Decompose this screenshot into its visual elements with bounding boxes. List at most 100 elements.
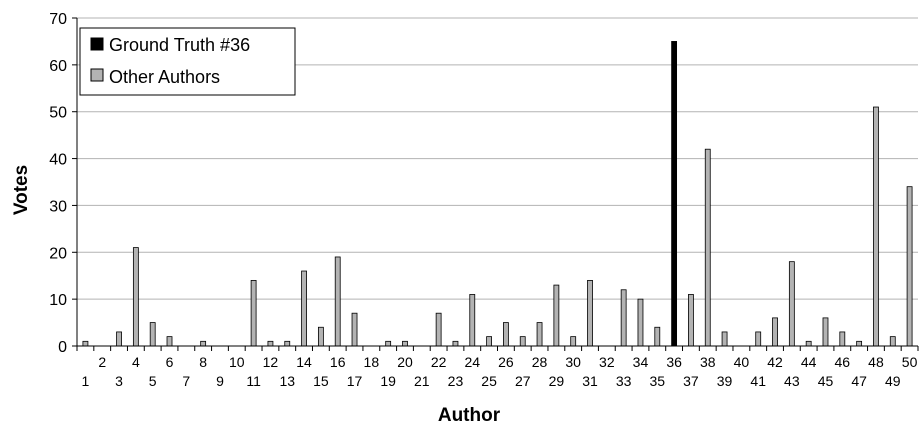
bar-other-authors-44	[805, 340, 812, 347]
x-tick-label-15: 15	[313, 373, 329, 389]
bar-other-authors-45	[822, 317, 829, 347]
bar-other-authors-34	[637, 298, 644, 347]
x-tick-label-6: 6	[166, 354, 174, 370]
bar-other-authors-20	[402, 340, 408, 347]
x-tick-label-3: 3	[115, 373, 123, 389]
bar-other-authors-39	[721, 331, 728, 347]
x-tick-label-25: 25	[481, 373, 497, 389]
bar-other-authors-5	[149, 322, 156, 347]
x-tick-label-2: 2	[98, 354, 106, 370]
x-tick-label-37: 37	[683, 373, 699, 389]
bar-other-authors-19	[385, 340, 392, 347]
bars	[82, 41, 913, 347]
legend-label-other-authors: Other Authors	[109, 67, 220, 87]
bar-other-authors-8	[200, 340, 207, 347]
bar-other-authors-28	[536, 322, 543, 347]
bar-other-authors-3	[116, 331, 122, 347]
bar-ground-truth-36	[671, 41, 678, 347]
x-tick-label-26: 26	[498, 354, 514, 370]
bar-other-authors-46	[839, 331, 846, 347]
x-tick-labels: 1234567891011121314151617181920212223242…	[82, 354, 918, 389]
x-tick-label-29: 29	[549, 373, 565, 389]
bar-other-authors-17	[351, 312, 358, 347]
x-tick-label-11: 11	[246, 373, 261, 389]
x-tick-label-24: 24	[464, 354, 480, 370]
legend-box	[79, 27, 296, 96]
x-tick-label-28: 28	[532, 354, 548, 370]
x-tick-label-10: 10	[229, 354, 245, 370]
x-tick-label-50: 50	[902, 354, 918, 370]
x-tick-label-22: 22	[431, 354, 447, 370]
bar-other-authors-42	[772, 317, 778, 347]
x-tick-label-30: 30	[565, 354, 581, 370]
x-tick-label-12: 12	[263, 354, 279, 370]
bar-other-authors-33	[620, 289, 627, 347]
bar-other-authors-6	[166, 336, 173, 347]
bar-other-authors-12	[267, 340, 274, 347]
x-axis-title: Author	[438, 405, 501, 426]
x-tick-label-8: 8	[199, 354, 207, 370]
bar-other-authors-50	[906, 186, 913, 347]
bar-other-authors-23	[452, 340, 459, 347]
x-tick-label-44: 44	[801, 354, 817, 370]
x-tick-label-17: 17	[347, 373, 363, 389]
bar-other-authors-37	[688, 294, 694, 347]
legend-swatch-other-authors	[90, 68, 104, 82]
bar-other-authors-15	[317, 326, 324, 347]
bar-other-authors-31	[587, 279, 593, 347]
bar-other-authors-25	[486, 336, 492, 347]
y-tick-label-20: 20	[49, 245, 67, 262]
bar-other-authors-11	[250, 279, 257, 347]
x-tick-label-35: 35	[650, 373, 666, 389]
bar-other-authors-43	[788, 261, 795, 347]
x-tick-label-40: 40	[734, 354, 750, 370]
legend-swatch-ground-truth	[90, 37, 104, 51]
x-tick-label-49: 49	[885, 373, 901, 389]
x-tick-label-34: 34	[633, 354, 649, 370]
x-tick-label-32: 32	[599, 354, 615, 370]
x-tick-label-47: 47	[851, 373, 867, 389]
bar-other-authors-48	[873, 106, 879, 347]
y-tick-label-40: 40	[49, 152, 67, 169]
bar-other-authors-24	[469, 294, 476, 347]
axes	[72, 17, 919, 351]
y-tick-label-50: 50	[49, 105, 67, 122]
y-tick-label-0: 0	[58, 339, 67, 356]
bar-other-authors-30	[570, 336, 577, 347]
x-tick-label-16: 16	[330, 354, 346, 370]
x-tick-label-9: 9	[216, 373, 224, 389]
x-tick-label-19: 19	[380, 373, 396, 389]
x-tick-label-43: 43	[784, 373, 800, 389]
bar-other-authors-49	[889, 336, 896, 347]
x-tick-label-4: 4	[132, 354, 140, 370]
y-tick-label-70: 70	[49, 11, 67, 28]
x-tick-label-1: 1	[82, 373, 90, 389]
x-tick-label-42: 42	[767, 354, 783, 370]
bar-other-authors-41	[755, 331, 762, 347]
x-tick-label-14: 14	[296, 354, 312, 370]
y-tick-label-60: 60	[49, 58, 67, 75]
x-tick-label-45: 45	[818, 373, 834, 389]
y-tick-label-30: 30	[49, 198, 67, 215]
legend-label-ground-truth: Ground Truth #36	[109, 35, 250, 55]
bar-other-authors-13	[284, 340, 291, 347]
legend: Ground Truth #36 Other Authors	[79, 27, 296, 96]
x-tick-label-38: 38	[700, 354, 716, 370]
x-tick-label-31: 31	[582, 373, 598, 389]
x-tick-label-41: 41	[750, 373, 766, 389]
x-tick-label-20: 20	[397, 354, 413, 370]
x-tick-label-46: 46	[835, 354, 851, 370]
x-tick-label-21: 21	[414, 373, 430, 389]
bar-other-authors-27	[519, 336, 526, 347]
y-tick-labels: 0 10 20 30 40 50 60 70	[49, 11, 67, 356]
bar-other-authors-38	[704, 148, 711, 347]
bar-other-authors-14	[301, 270, 307, 347]
y-axis-title: Votes	[11, 165, 32, 215]
bar-other-authors-16	[334, 256, 341, 347]
bar-other-authors-4	[132, 247, 139, 347]
x-tick-label-7: 7	[182, 373, 190, 389]
x-tick-label-27: 27	[515, 373, 531, 389]
bar-other-authors-26	[503, 322, 509, 347]
x-tick-label-5: 5	[149, 373, 157, 389]
